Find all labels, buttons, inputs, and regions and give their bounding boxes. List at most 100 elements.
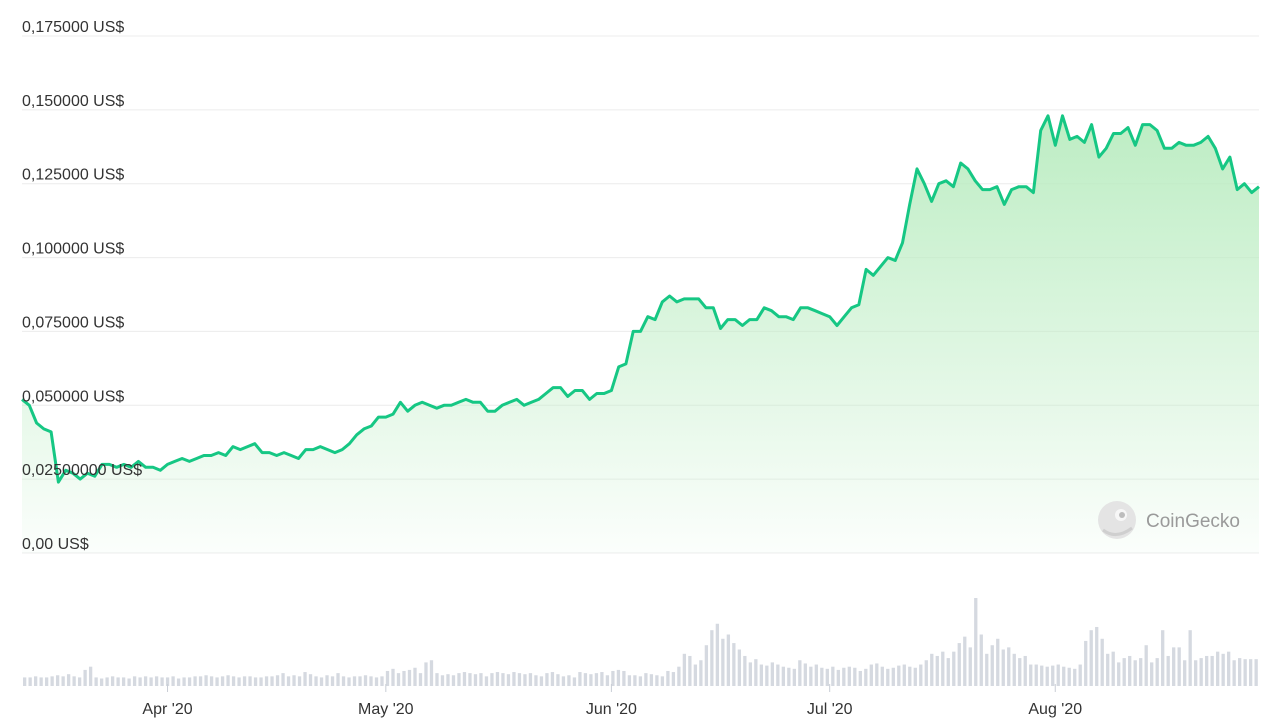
volume-bar [429,660,434,686]
volume-bar [231,676,236,686]
volume-bar [55,675,60,686]
volume-bar [1133,660,1137,686]
volume-bar [649,674,654,686]
price-area-fill [22,115,1259,554]
x-tick-label: May '20 [358,701,414,718]
volume-bar [594,673,599,686]
volume-bar [226,675,230,686]
volume-bar [924,660,928,686]
volume-bar [473,674,478,686]
volume-bar [187,677,192,686]
volume-bar [655,675,659,686]
volume-bar [1111,651,1115,686]
volume-bar [154,676,159,686]
volume-bar [1078,664,1082,686]
volume-bar [803,663,807,686]
volume-bar [1018,658,1022,686]
volume-bar [974,598,978,686]
volume-bar [462,672,467,686]
volume-bar [440,675,445,686]
volume-bar [215,677,219,686]
volume-bar [1100,638,1104,686]
volume-bar [143,676,148,686]
volume-bar [396,673,401,686]
volume-bar [699,660,703,686]
volume-bar [682,653,687,686]
volume-bar [149,677,153,686]
volume-bar [385,670,390,686]
volume-bar [446,674,450,686]
volume-bar [44,677,49,686]
volume-bar [539,676,544,686]
volume-bar [259,677,263,686]
volume-bar [182,677,186,686]
volume-bar [308,674,313,686]
volume-bar [358,676,362,686]
volume-bar [330,676,335,686]
volume-bar [281,673,285,686]
volume-bar [1122,658,1126,686]
volume-bar [1183,660,1187,686]
y-axis: 0,00 US$ 0,02500000 US$ 0,050000 US$ 0,0750… [22,19,142,553]
volume-bar [875,663,879,686]
volume-bar [435,673,439,686]
volume-bar [688,655,692,686]
volume-bar [589,674,593,686]
volume-bar [72,676,76,686]
volume-bar [770,662,774,686]
volume-bar [1238,658,1242,686]
volume-bar [853,667,857,686]
volume-bar [946,658,950,686]
volume-bar [979,634,983,686]
volume-bar [605,675,610,686]
volume-bar [39,677,43,686]
volume-bar [512,672,516,686]
volume-bar [556,674,560,686]
volume-bar [369,676,373,686]
volume-bar [176,678,181,686]
volume-bar [1155,658,1159,686]
volume-bar [1051,665,1055,686]
volume-bar [616,669,621,686]
volume-bar [402,670,406,686]
volume-bar [627,675,632,686]
y-tick-label: 0,075000 US$ [22,314,124,331]
volume-bar [1034,664,1038,686]
volume-bar [1045,666,1049,686]
volume-bar [1128,655,1132,686]
volume-bar [1232,660,1236,686]
volume-bar [919,664,923,686]
volume-bar [490,673,494,686]
volume-bar [968,647,972,686]
y-tick-label: 0,100000 US$ [22,241,124,258]
volume-bar [198,676,203,686]
volume-bar [638,676,643,686]
volume-bar [957,643,961,686]
x-axis: Apr '20 May '20 Jun '20 Jul '20 Aug '20 [142,684,1082,718]
volume-bar [820,667,824,686]
price-line [21,114,1260,484]
volume-bar [391,668,395,686]
x-tick-label: Jun '20 [586,701,637,718]
volume-bar [836,669,840,686]
volume-bar [517,673,522,686]
volume-bar [897,665,901,686]
volume-bar [1007,647,1011,686]
volume-bar [941,651,945,686]
volume-bar [105,677,109,686]
volume-bar [66,674,71,686]
volume-bar [165,677,170,686]
volume-bar [798,660,802,686]
volume-bar [28,677,32,686]
volume-bar [127,678,131,686]
volume-bar [869,664,873,686]
volume-bar [1216,651,1220,686]
y-tick-label: 0,125000 US$ [22,167,124,184]
volume-bar [1067,667,1071,686]
volume-bar [721,638,725,686]
volume-bar [1254,659,1258,686]
volume-bar [1029,664,1033,686]
coingecko-logo-icon [1098,501,1136,539]
volume-bar [809,666,813,686]
volume-bar [693,664,698,686]
